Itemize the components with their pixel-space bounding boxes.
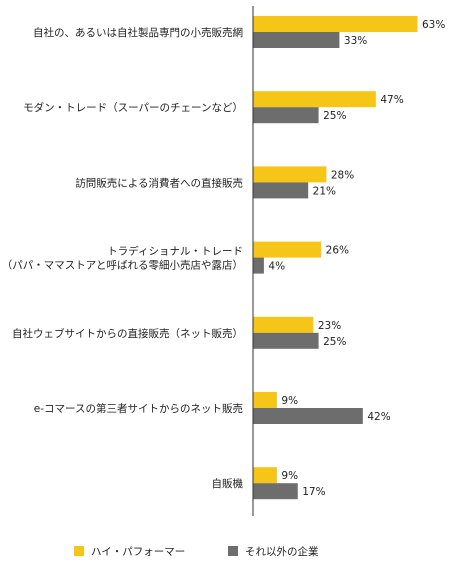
bar-high-performer	[253, 91, 376, 108]
legend-swatch	[74, 546, 84, 556]
bar-other-companies	[253, 408, 363, 424]
category-label-line: 自販機	[212, 477, 244, 490]
legend-label: それ以外の企業	[245, 545, 319, 558]
category-label-line: トラディショナル・トレード	[107, 245, 243, 258]
bar-high-performer	[253, 16, 418, 32]
bars: 63% 33% 47% 25% 28% 21% 26% 4% 23% 25% 9% 42% 9% 17%	[253, 16, 445, 500]
value-label: 21%	[313, 185, 336, 197]
category-label-line: 自社の、あるいは自社製品専門の小売販売網	[33, 26, 243, 39]
legend: ハイ・パフォーマー それ以外の企業	[74, 545, 319, 558]
value-label: 25%	[323, 336, 346, 348]
bar-other-companies	[253, 107, 319, 124]
category-label: 訪問販売による消費者への直接販売	[75, 176, 243, 189]
bar-other-companies	[253, 257, 264, 274]
bar-other-companies	[253, 332, 319, 349]
bar-other-companies	[253, 32, 340, 48]
category-label-line: 訪問販売による消費者への直接販売	[75, 176, 243, 189]
category-label: トラディショナル・トレード（パパ・ママストアと呼ばれる零細小売店や露店）	[2, 245, 243, 272]
bar-high-performer	[253, 241, 322, 258]
value-label: 33%	[344, 35, 367, 47]
value-label: 42%	[367, 411, 390, 423]
value-label: 9%	[281, 395, 298, 407]
bar-high-performer	[253, 392, 277, 408]
category-label-line: モダン・トレード（スーパーのチェーンなど）	[23, 101, 243, 114]
value-label: 63%	[422, 19, 445, 31]
category-label: 自社ウェブサイトからの直接販売（ネット販売）	[12, 327, 243, 340]
legend-swatch	[228, 546, 238, 556]
bar-high-performer	[253, 166, 327, 183]
value-label: 17%	[302, 486, 325, 498]
value-label: 26%	[326, 245, 349, 257]
category-label-line: e-コマースの第三者サイトからのネット販売	[34, 402, 243, 415]
category-labels: 自社の、あるいは自社製品専門の小売販売網モダン・トレード（スーパーのチェーンなど…	[2, 26, 244, 490]
category-label: 自販機	[212, 477, 244, 490]
bar-other-companies	[253, 483, 298, 500]
value-label: 47%	[380, 94, 403, 106]
category-label: e-コマースの第三者サイトからのネット販売	[34, 402, 243, 415]
value-label: 4%	[268, 261, 285, 273]
value-label: 25%	[323, 110, 346, 122]
category-label-line: （パパ・ママストアと呼ばれる零細小売店や露店）	[2, 259, 243, 272]
value-label: 28%	[331, 169, 354, 181]
category-label: モダン・トレード（スーパーのチェーンなど）	[23, 101, 243, 114]
value-label: 9%	[281, 470, 298, 482]
legend-label: ハイ・パフォーマー	[91, 546, 185, 558]
bar-high-performer	[253, 467, 277, 484]
bar-high-performer	[253, 316, 314, 333]
bar-other-companies	[253, 182, 309, 199]
value-label: 23%	[318, 320, 341, 332]
category-label: 自社の、あるいは自社製品専門の小売販売網	[33, 26, 243, 39]
category-label-line: 自社ウェブサイトからの直接販売（ネット販売）	[12, 327, 243, 340]
